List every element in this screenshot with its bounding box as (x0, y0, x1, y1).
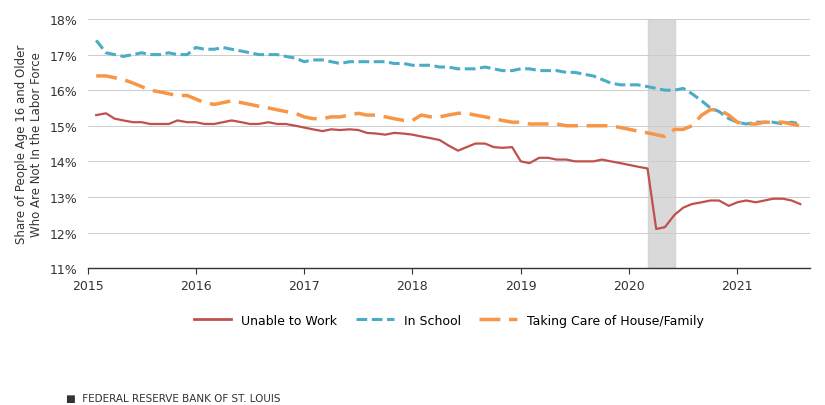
Bar (648, 20, 675, 269)
Text: ■  FEDERAL RESERVE BANK OF ST. LOUIS: ■ FEDERAL RESERVE BANK OF ST. LOUIS (66, 393, 280, 403)
Y-axis label: Share of People Age 16 and Older
Who Are Not In the Labor Force: Share of People Age 16 and Older Who Are… (15, 45, 43, 244)
Legend: Unable to Work, In School, Taking Care of House/Family: Unable to Work, In School, Taking Care o… (189, 309, 709, 332)
